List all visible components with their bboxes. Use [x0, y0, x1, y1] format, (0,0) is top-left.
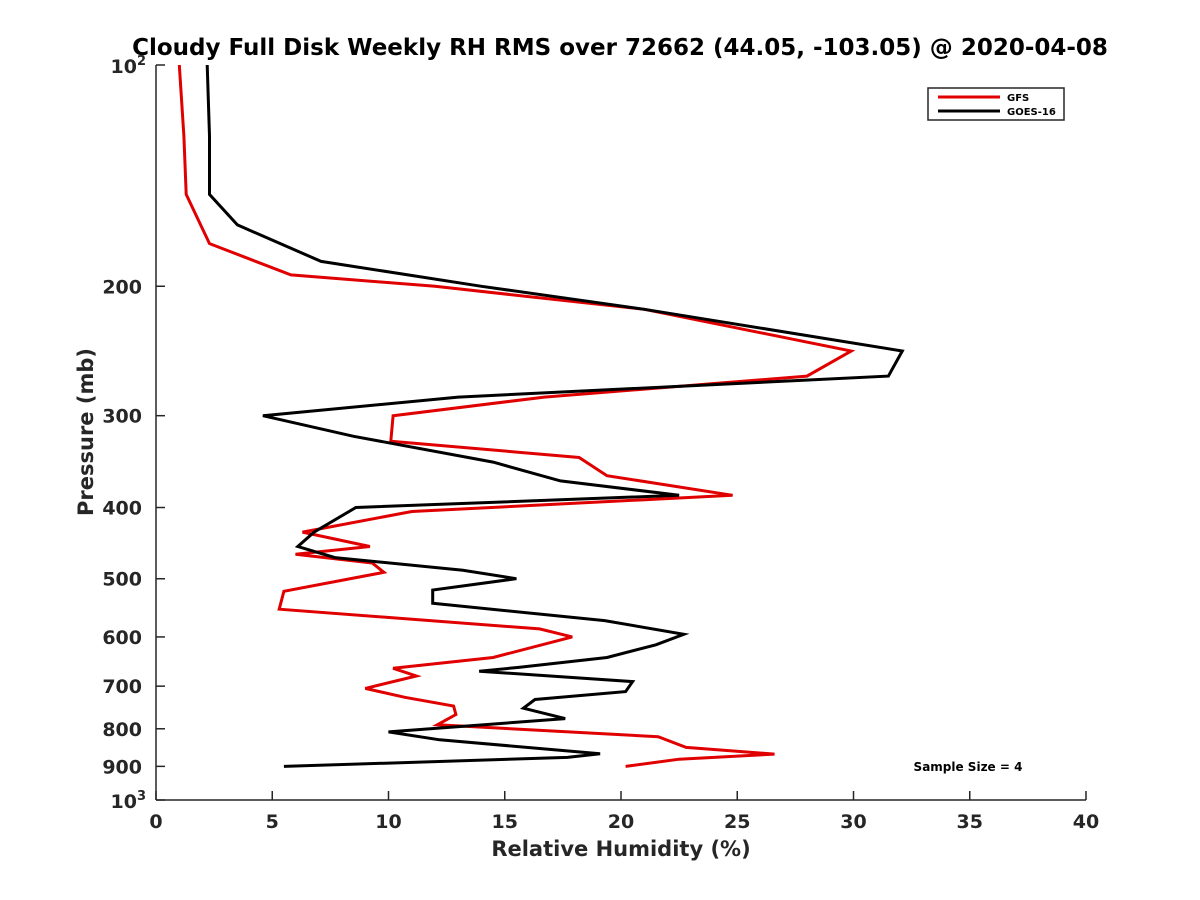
y-tick-label: 500: [102, 569, 142, 591]
legend-label: GFS: [1007, 93, 1029, 104]
x-ticks: 0 5 10 15 20 25 30 35 40: [149, 791, 1099, 833]
y-tick-exponent: 3: [137, 789, 146, 804]
x-tick-label: 40: [1073, 811, 1099, 833]
series-line-goes-16: [205, 64, 905, 768]
sample-size-annotation: Sample Size = 4: [914, 760, 1023, 774]
y-tick-label: 200: [102, 276, 142, 298]
y-tick-base: 10: [111, 791, 137, 813]
y-tick-base: 10: [111, 56, 137, 78]
y-tick-label-exp: 103: [111, 789, 147, 813]
series-layer: [177, 64, 905, 768]
y-tick-label: 300: [102, 406, 142, 428]
x-tick-label: 20: [608, 811, 634, 833]
x-tick-label: 10: [375, 811, 401, 833]
x-tick-label: 25: [724, 811, 750, 833]
y-tick-label: 900: [102, 756, 142, 778]
x-tick-label: 30: [840, 811, 866, 833]
legend-label: GOES-16: [1007, 107, 1056, 118]
legend: GFS GOES-16: [927, 87, 1065, 121]
y-axis-label: Pressure (mb): [74, 348, 98, 516]
x-tick-label: 0: [149, 811, 162, 833]
x-tick-label: 15: [492, 811, 518, 833]
chart-title: Cloudy Full Disk Weekly RH RMS over 7266…: [132, 35, 1108, 61]
x-axis-label: Relative Humidity (%): [491, 837, 750, 861]
y-tick-label: 700: [102, 676, 142, 698]
y-tick-label: 400: [102, 498, 142, 520]
y-tick-label: 600: [102, 627, 142, 649]
legend-box: [927, 87, 1065, 121]
y-tick-label-exp: 102: [111, 54, 147, 78]
x-tick-label: 35: [957, 811, 983, 833]
y-tick-exponent: 2: [137, 54, 146, 69]
x-tick-label: 5: [266, 811, 279, 833]
y-tick-label: 800: [102, 719, 142, 741]
